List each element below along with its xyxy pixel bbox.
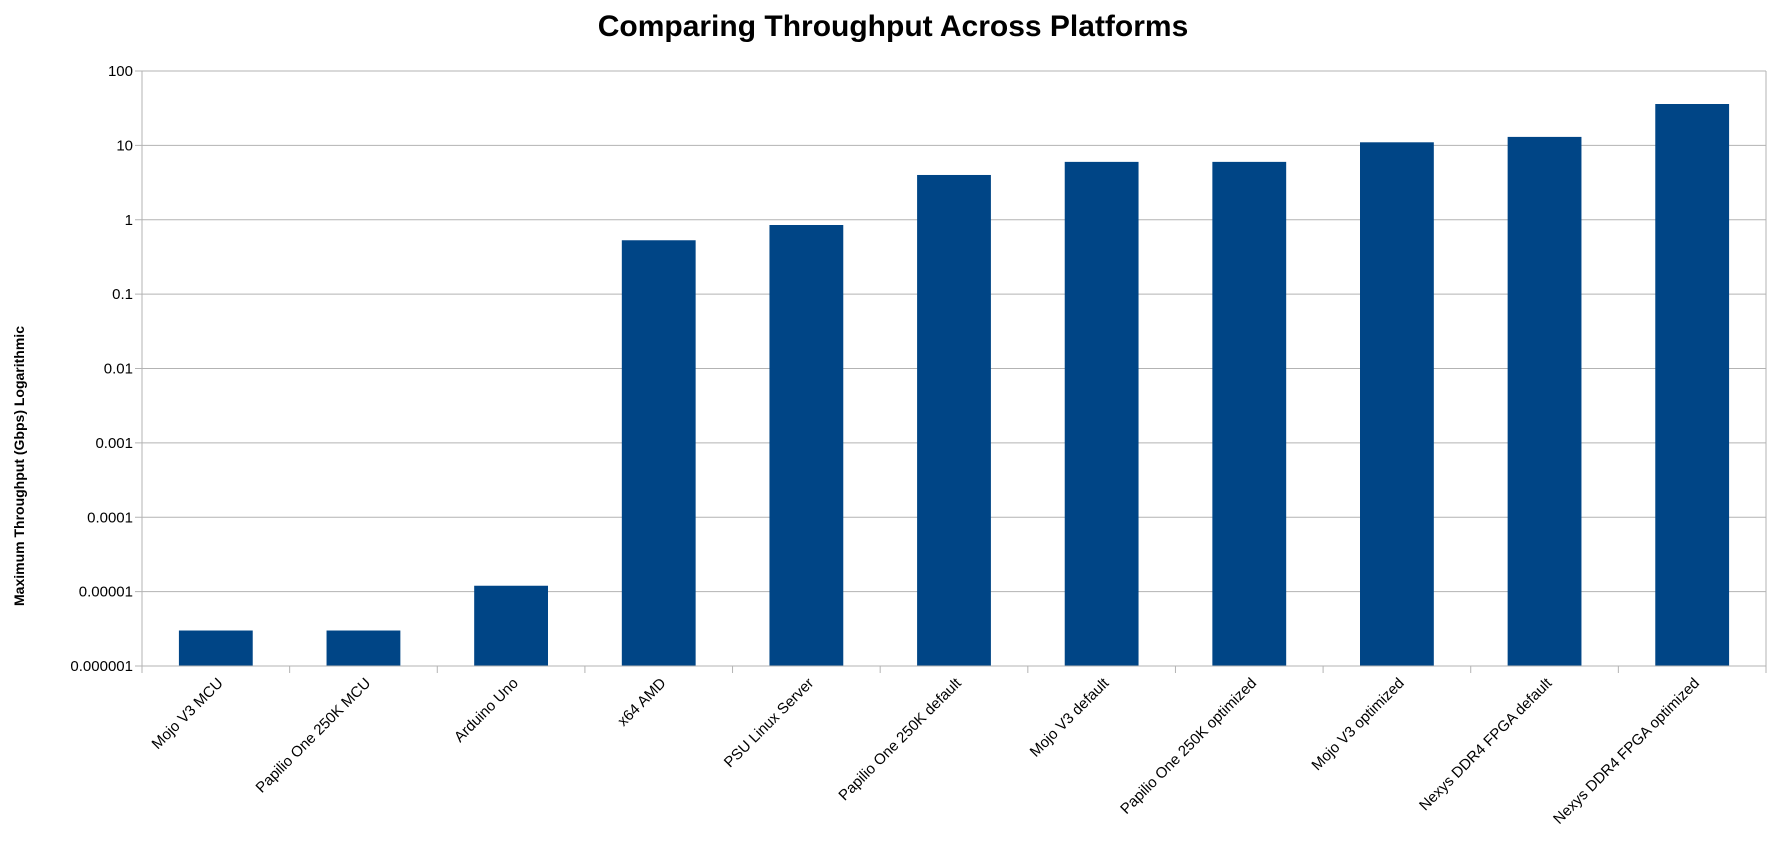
bars	[178, 104, 1730, 667]
bar	[474, 585, 548, 666]
y-tick-label: 0.00001	[79, 584, 133, 601]
x-tick-label: Mojo V3 default	[1027, 674, 1113, 760]
bar	[1360, 142, 1434, 667]
bar	[917, 174, 991, 666]
x-tick-label: Arduino Uno	[451, 675, 522, 746]
y-tick-label: 0.000001	[70, 658, 133, 675]
bar	[1064, 161, 1139, 666]
y-tick-label: 0.1	[112, 286, 133, 303]
x-tick-label: Papilio One 250K optimized	[1117, 675, 1260, 818]
y-tick-label: 0.001	[95, 435, 133, 452]
x-tick-label: x64 AMD	[615, 675, 670, 730]
x-tick-label: Mojo V3 optimized	[1308, 675, 1407, 774]
y-tick-label: 100	[108, 63, 133, 80]
y-tick-label: 0.01	[104, 361, 133, 378]
bar	[1655, 104, 1730, 666]
x-tick-label: Nexys DDR4 FPGA default	[1416, 674, 1556, 814]
x-tick-label: Papilio One 250K default	[835, 674, 965, 804]
y-tick-label: 10	[116, 137, 133, 154]
y-tick-labels: 0.000001 0.00001 0.0001 0.001 0.01 0.1 1 10 100	[70, 63, 133, 675]
x-tick-label: PSU Linux Server	[721, 675, 817, 771]
x-tick-label: Papilio One 250K MCU	[253, 675, 375, 797]
bar	[1212, 161, 1287, 666]
y-tick-label: 0.0001	[87, 509, 133, 526]
x-tick-label: Mojo V3 MCU	[149, 675, 227, 753]
x-category-labels: Mojo V3 MCU Papilio One 250K MCU Arduino U…	[149, 674, 1703, 827]
y-tick-label: 1	[125, 212, 133, 229]
bar	[178, 630, 253, 666]
bar	[769, 224, 844, 667]
bar	[1507, 136, 1582, 667]
y-axis-label: Maximum Throughput (Gbps) Logarithmic	[11, 326, 27, 606]
x-tick-label: Nexys DDR4 FPGA optimized	[1550, 675, 1703, 828]
bar	[621, 240, 696, 666]
bar	[326, 630, 401, 666]
axes	[141, 71, 1767, 673]
chart-title: Comparing Throughput Across Platforms	[598, 10, 1189, 43]
